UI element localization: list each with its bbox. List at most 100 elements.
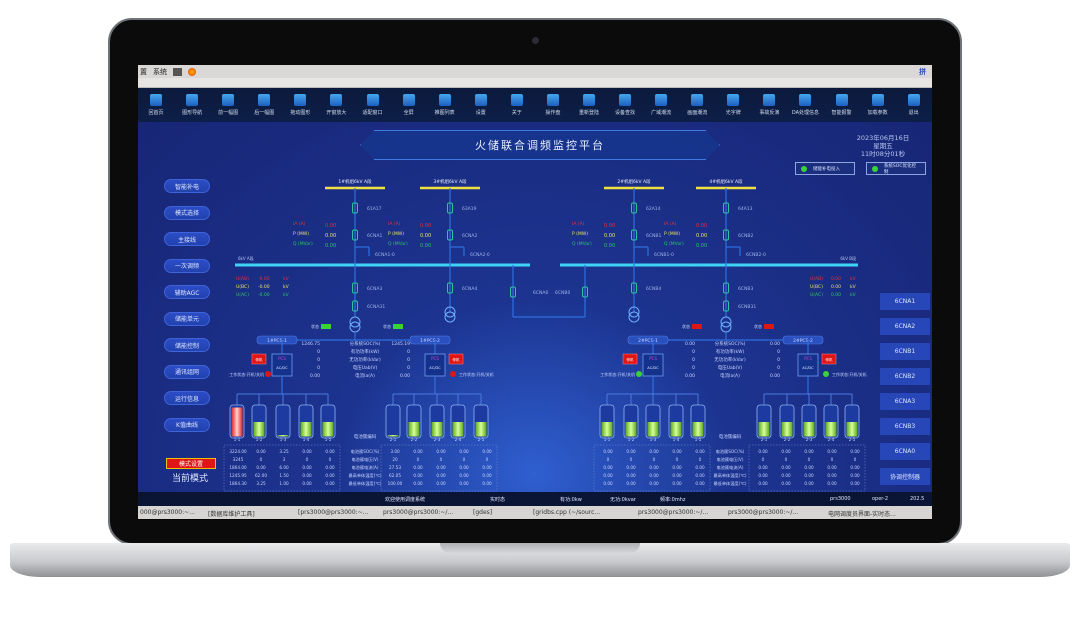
right-menu-item[interactable]: 6CNB3 bbox=[880, 418, 930, 435]
breaker-icon[interactable] bbox=[723, 229, 729, 241]
breaker-icon[interactable] bbox=[447, 202, 453, 214]
indicator-soc[interactable]: 系统SOC优化控制 bbox=[866, 162, 926, 175]
left-menu-item[interactable]: 辅助AGC bbox=[164, 285, 210, 299]
input-method-indicator[interactable]: 拼 bbox=[919, 67, 926, 76]
pcs-name-badge[interactable] bbox=[782, 335, 824, 345]
right-menu-item[interactable]: 协调控制器 bbox=[880, 468, 930, 485]
pcs-name-badge[interactable] bbox=[627, 335, 669, 345]
right-menu-item[interactable]: 6CNA2 bbox=[880, 318, 930, 335]
pcs-meas-label: 无功功率(kVar) bbox=[714, 356, 746, 363]
terminal-icon[interactable] bbox=[173, 67, 182, 76]
toolbar-button[interactable]: 回首页 bbox=[139, 94, 173, 116]
pcs-status-button[interactable] bbox=[821, 353, 837, 365]
left-menu-item[interactable]: 储能控制 bbox=[164, 338, 210, 352]
feeder-meas-value: 0.00 bbox=[604, 223, 615, 229]
firefox-icon[interactable] bbox=[188, 67, 196, 76]
right-menu-item[interactable]: 6CNA1 bbox=[880, 293, 930, 310]
battery-id: 1-3 bbox=[650, 437, 657, 442]
toolbar-button[interactable]: 后一幅图 bbox=[247, 94, 281, 116]
mode-set-button[interactable]: 模式设置 bbox=[166, 458, 216, 469]
toolbar-button[interactable]: 退出 bbox=[897, 94, 931, 116]
taskbar-item[interactable]: 000@prs3000:~... bbox=[140, 509, 195, 516]
toolbar-button[interactable]: 拖动图形 bbox=[283, 94, 317, 116]
taskbar-item[interactable]: [gridbs.cpp (~/sourc... bbox=[533, 509, 601, 516]
left-menu-item[interactable]: 储能单元 bbox=[164, 311, 210, 326]
breaker-icon[interactable] bbox=[631, 282, 637, 294]
breaker-icon[interactable] bbox=[631, 202, 637, 214]
breaker-icon[interactable] bbox=[723, 202, 729, 214]
toolbar-button[interactable]: 设置 bbox=[464, 94, 498, 116]
breaker-icon[interactable] bbox=[723, 282, 729, 294]
toolbar-icon bbox=[907, 94, 920, 106]
toolbar-button[interactable]: 前一幅图 bbox=[211, 94, 245, 116]
right-menu-item[interactable]: 6CNB2 bbox=[880, 368, 930, 385]
battery-cluster-icon[interactable] bbox=[275, 404, 291, 439]
left-menu-item[interactable]: 模式选择 bbox=[164, 205, 210, 220]
left-menu-item[interactable]: 智能补电 bbox=[164, 179, 210, 193]
breaker-icon[interactable] bbox=[447, 282, 453, 294]
toolbar-button[interactable]: 操作盘 bbox=[536, 94, 570, 116]
right-menu-item[interactable]: 6CNA0 bbox=[880, 443, 930, 460]
status-item: 频率:0mhz bbox=[660, 497, 686, 503]
tie-switch-label: 6CNA0 bbox=[533, 290, 548, 296]
battery-cluster-icon[interactable] bbox=[385, 404, 401, 439]
toolbar-button[interactable]: 设备查找 bbox=[608, 94, 642, 116]
toolbar-button[interactable]: 关于 bbox=[500, 94, 534, 116]
left-menu-item[interactable]: 一次调频 bbox=[164, 258, 210, 273]
cluster-table-cell: 0.00 bbox=[302, 449, 312, 454]
toolbar-button[interactable]: 全屏 bbox=[392, 94, 426, 116]
cluster-table-cell: 0.00 bbox=[436, 481, 446, 486]
breaker-icon[interactable] bbox=[631, 229, 637, 241]
toolbar-button[interactable]: 事故反演 bbox=[752, 94, 786, 116]
toolbar-button[interactable]: 推图列表 bbox=[428, 94, 462, 116]
feeder-meas-label: P (MW) bbox=[572, 231, 588, 237]
breaker-icon[interactable] bbox=[447, 229, 453, 241]
taskbar-item[interactable]: prs3000@prs3000:~/... bbox=[638, 509, 709, 516]
work-state-label: 工作状态:开机/关机 bbox=[832, 371, 867, 377]
taskbar-item[interactable]: [gdes] bbox=[473, 509, 493, 516]
left-menu-item[interactable]: 运行信息 bbox=[164, 391, 210, 405]
taskbar-item[interactable]: [数据库维护工具] bbox=[208, 511, 255, 518]
left-menu-item[interactable]: 通讯组网 bbox=[164, 364, 210, 379]
taskbar-item[interactable]: [prs3000@prs3000:~... bbox=[298, 509, 369, 516]
breaker-icon[interactable] bbox=[723, 300, 729, 312]
toolbar-button[interactable]: 开窗放大 bbox=[319, 94, 353, 116]
breaker-icon[interactable] bbox=[510, 286, 516, 298]
feeder-bus-label: 2#机组6kV A段 bbox=[617, 178, 651, 185]
breaker-icon[interactable] bbox=[352, 282, 358, 294]
pcs-status-button[interactable] bbox=[251, 353, 267, 365]
left-menu-item[interactable]: K值曲线 bbox=[164, 417, 210, 432]
battery-id: 2-2 bbox=[784, 437, 791, 442]
pcs-name-badge[interactable] bbox=[256, 335, 298, 345]
feeder-meas-label: P (MW) bbox=[664, 231, 680, 237]
toolbar-button[interactable]: 广域潮流 bbox=[644, 94, 678, 116]
toolbar-button[interactable]: 加载参数 bbox=[861, 94, 895, 116]
right-menu-item[interactable]: 6CNB1 bbox=[880, 343, 930, 360]
taskbar-item[interactable]: prs3000@prs3000:~/... bbox=[383, 509, 454, 516]
breaker-icon[interactable] bbox=[352, 202, 358, 214]
feeder-meas-label: Q (MVar) bbox=[388, 241, 408, 247]
toolbar-button[interactable]: DA处理信息 bbox=[788, 94, 822, 116]
pcs-name-badge[interactable] bbox=[409, 335, 451, 345]
os-menu-item[interactable]: 系统 bbox=[153, 67, 167, 76]
pcs-status-button[interactable] bbox=[622, 353, 638, 365]
toolbar-button[interactable]: 图形导航 bbox=[175, 94, 209, 116]
taskbar-item[interactable]: prs3000@prs3000:~/... bbox=[728, 509, 799, 516]
toolbar-button[interactable]: 光字牌 bbox=[716, 94, 750, 116]
os-menu-item[interactable]: 置 bbox=[140, 67, 147, 76]
toolbar-button[interactable]: 智能报警 bbox=[825, 94, 859, 116]
breaker-icon[interactable] bbox=[352, 300, 358, 312]
indicator-charge[interactable]: 储能补电投入 bbox=[795, 162, 855, 175]
toolbar-button[interactable]: 适配窗口 bbox=[356, 94, 390, 116]
left-menu-item[interactable]: 主接线 bbox=[164, 232, 210, 246]
right-menu-item[interactable]: 6CNA3 bbox=[880, 393, 930, 410]
cluster-table-cell: 0.00 bbox=[804, 473, 814, 478]
taskbar-item[interactable]: 电网调度员界面-实时态... bbox=[828, 511, 896, 518]
pcs-status-button[interactable] bbox=[448, 353, 464, 365]
breaker-icon[interactable] bbox=[352, 229, 358, 241]
feeder-meas-label: IA (A) bbox=[293, 221, 306, 227]
toolbar-button[interactable]: 重新登陆 bbox=[572, 94, 606, 116]
toolbar-button[interactable]: 画面潮流 bbox=[680, 94, 714, 116]
breaker-icon[interactable] bbox=[582, 286, 588, 298]
battery-soc-fill bbox=[322, 422, 334, 437]
